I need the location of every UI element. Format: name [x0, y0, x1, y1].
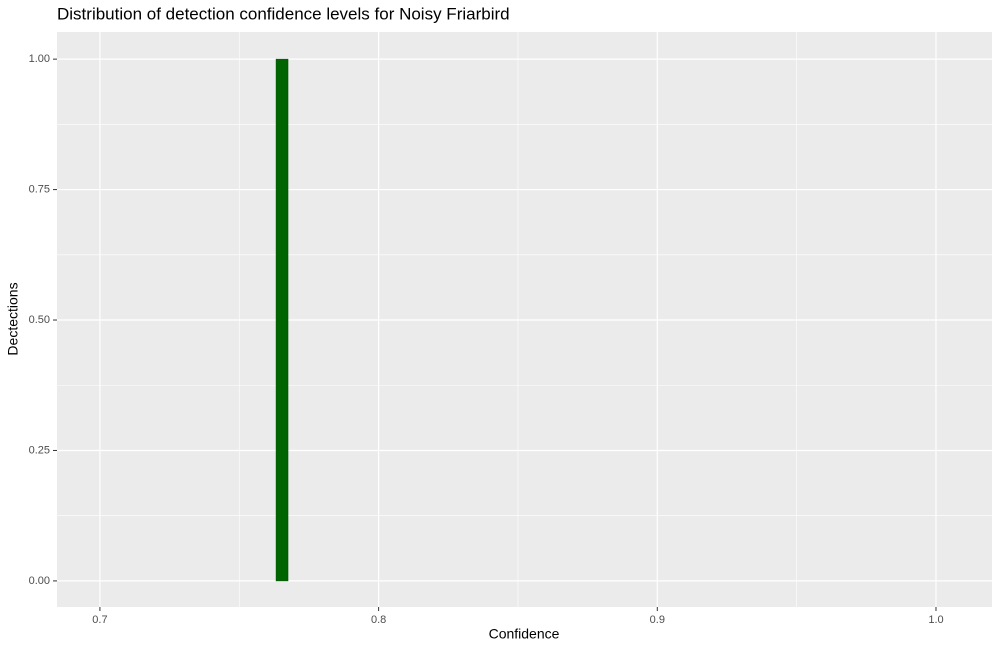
x-tick-label: 0.8 — [371, 614, 386, 626]
y-tick-label: 0.25 — [29, 444, 50, 456]
chart-title: Distribution of detection confidence lev… — [57, 4, 510, 23]
y-axis-label: Dectections — [5, 282, 21, 355]
y-tick-label: 0.75 — [29, 183, 50, 195]
x-tick-label: 1.0 — [928, 614, 943, 626]
x-axis-label: Confidence — [489, 626, 560, 642]
y-tick-label: 0.50 — [29, 314, 50, 326]
x-tick-label: 0.7 — [92, 614, 107, 626]
y-tick-label: 1.00 — [29, 53, 50, 65]
y-tick-label: 0.00 — [29, 575, 50, 587]
x-tick-label: 0.9 — [650, 614, 665, 626]
bar — [275, 58, 289, 582]
